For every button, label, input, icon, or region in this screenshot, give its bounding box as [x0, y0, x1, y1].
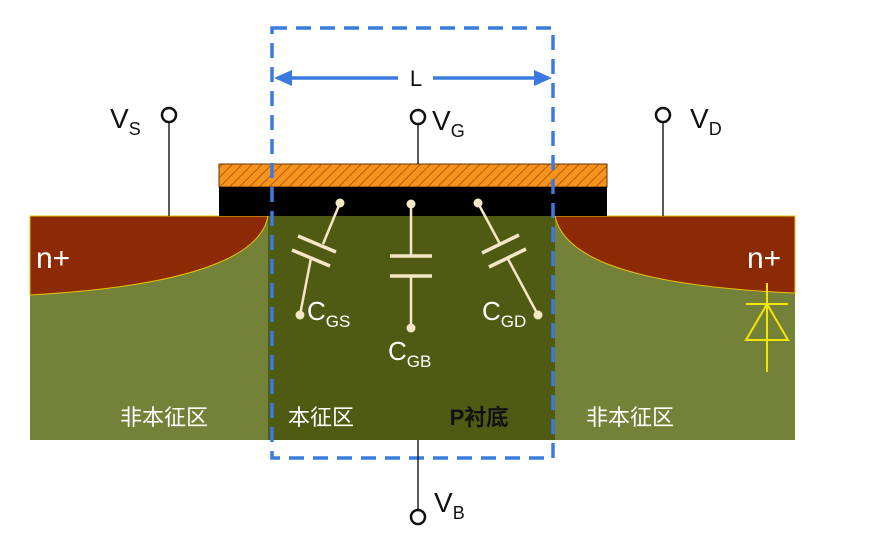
non-intrinsic-right-label: 非本征区 — [586, 405, 674, 430]
intrinsic-label: 本征区 — [288, 405, 354, 430]
n-plus-left-region — [29, 215, 269, 296]
capacitor-gb-label: CGB — [388, 336, 431, 371]
length-arrow — [274, 70, 552, 86]
gate-terminal-icon — [409, 108, 427, 126]
capacitor-gd-label: CGD — [482, 296, 526, 331]
n-plus-right-region — [554, 215, 796, 294]
capacitor-gs-label: CGS — [307, 296, 350, 331]
n-plus-left-label: n+ — [36, 242, 70, 275]
body-diode-icon — [744, 283, 790, 372]
drain-label: VD — [690, 103, 722, 139]
p-substrate-label: P衬底 — [450, 405, 509, 430]
n-plus-right-label: n+ — [747, 242, 781, 275]
length-label: L — [410, 66, 422, 91]
intrinsic-dashed-box — [270, 26, 555, 460]
body-terminal-icon — [409, 508, 427, 526]
source-terminal-icon — [160, 106, 178, 124]
body-label: VB — [434, 487, 465, 523]
drain-terminal-icon — [654, 106, 672, 124]
gate-label: VG — [432, 105, 465, 141]
source-label: VS — [110, 103, 141, 139]
capacitor-gd-icon — [473, 198, 543, 320]
non-intrinsic-left-label: 非本征区 — [120, 405, 208, 430]
gate-metal — [218, 163, 608, 188]
capacitor-gs-icon — [291, 198, 345, 320]
capacitor-gb-icon — [390, 199, 432, 333]
